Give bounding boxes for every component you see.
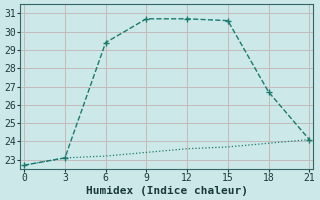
X-axis label: Humidex (Indice chaleur): Humidex (Indice chaleur) [86, 186, 248, 196]
